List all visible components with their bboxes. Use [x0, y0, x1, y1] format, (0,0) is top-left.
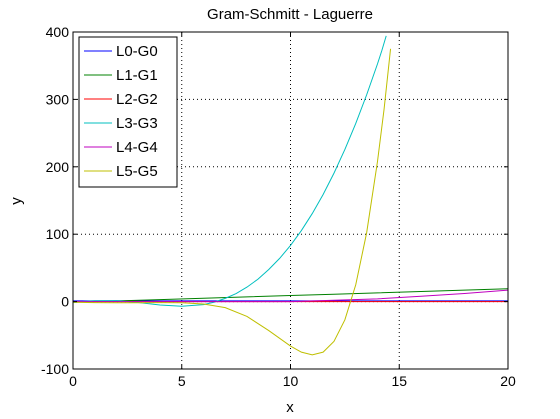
x-tick-label: 0 [69, 373, 77, 389]
x-tick-label: 5 [178, 373, 186, 389]
x-axis-title: x [286, 399, 294, 416]
y-tick-label: 0 [61, 294, 69, 310]
legend-label: L3-G3 [116, 115, 158, 132]
chart-title: Gram-Schmitt - Laguerre [207, 6, 373, 23]
x-tick-label: 15 [391, 373, 407, 389]
legend-label: L0-G0 [116, 43, 158, 60]
legend: L0-G0 L1-G1 L2-G2 L3-G3 L4-G4 L5-G5 [79, 37, 177, 187]
y-tick-label: 300 [46, 91, 70, 107]
legend-label: L1-G1 [116, 67, 158, 84]
x-tick-label: 20 [500, 373, 516, 389]
y-tick-label: -100 [41, 361, 69, 377]
y-tick-label: 200 [46, 159, 70, 175]
y-axis-title: y [8, 197, 25, 205]
legend-label: L5-G5 [116, 163, 158, 180]
x-tick-label: 10 [283, 373, 299, 389]
legend-label: L2-G2 [116, 91, 158, 108]
y-tick-label: 400 [46, 24, 70, 40]
y-tick-label: 100 [46, 226, 70, 242]
legend-label: L4-G4 [116, 139, 158, 156]
